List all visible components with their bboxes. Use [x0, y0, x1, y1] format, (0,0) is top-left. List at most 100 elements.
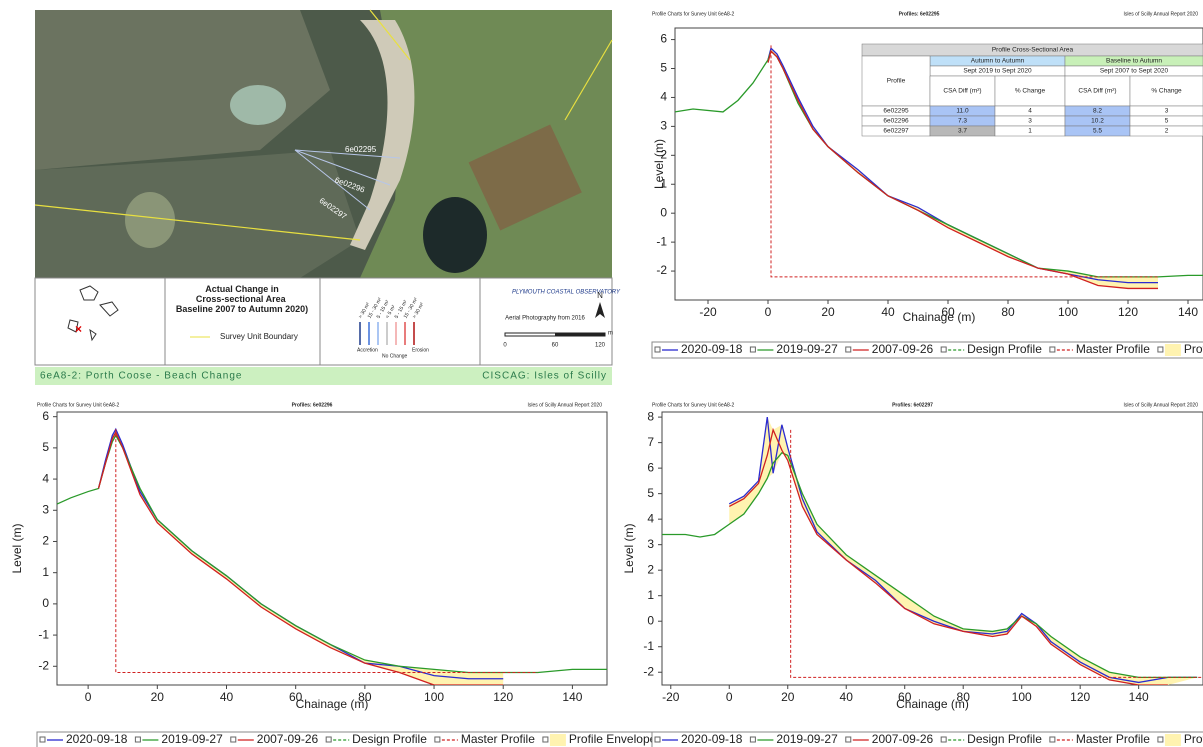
x-tick-label: 0 [85, 690, 92, 704]
legend-label: 2020-09-18 [681, 342, 743, 356]
x-tick-label: 140 [562, 690, 582, 704]
legend-check [134, 736, 141, 743]
x-tick-label: 0 [765, 305, 772, 319]
x-tick-label: 40 [840, 690, 854, 704]
legend-label: Design Profile [967, 732, 1042, 746]
no-change-label: No Change [382, 353, 408, 359]
profile-line [115, 429, 538, 674]
islands-icon [67, 285, 119, 342]
location-mark: × [75, 322, 82, 336]
x-tick-label: 100 [1058, 305, 1078, 319]
table-cell: 4 [1028, 108, 1032, 115]
column-header: % Change [1015, 88, 1046, 95]
y-tick-label: 0 [660, 205, 667, 219]
profile-line [767, 47, 1158, 284]
y-tick-label: 0 [647, 613, 654, 627]
table-title: Profile Cross-Sectional Area [992, 47, 1074, 54]
legend-label: 2007-09-26 [872, 342, 934, 356]
y-tick-label: 7 [647, 435, 654, 449]
table-cell: 6e02295 [883, 108, 909, 115]
period-header: Sept 2007 to Sept 2020 [1100, 68, 1169, 75]
y-tick-label: 5 [660, 61, 667, 75]
scale-tick: 60 [552, 343, 559, 349]
legend-label: 2007-09-26 [872, 732, 934, 746]
y-tick-label: 0 [42, 596, 49, 610]
plot-area [661, 411, 1203, 686]
table-cell: 3 [1165, 108, 1169, 115]
column-header: CSA Diff (m²) [943, 88, 981, 95]
chart-title: Profiles: 6e02295 [899, 11, 940, 17]
profile-line [728, 427, 1168, 685]
shore [35, 150, 360, 278]
table-cell: 11.0 [956, 108, 969, 115]
y-tick-label: -2 [643, 664, 654, 678]
legend-check [1157, 346, 1164, 353]
photo-note: Aerial Photography from 2016 [505, 316, 585, 322]
legend-label: 2007-09-26 [257, 732, 319, 746]
x-tick-label: 60 [898, 690, 912, 704]
y-tick-label: -2 [38, 658, 49, 672]
legend-label: 2019-09-27 [776, 342, 838, 356]
legend-check [940, 736, 947, 743]
chart-header: Profile Charts for Survey Unit 6eA8-2 [652, 11, 734, 17]
x-tick-label: 100 [1012, 690, 1032, 704]
legend-label: Master Profile [461, 732, 535, 746]
table-cell: 7.3 [958, 118, 967, 125]
scale-unit: m [608, 331, 613, 337]
rock-area [35, 10, 330, 170]
x-tick-label: 60 [941, 305, 955, 319]
legend-label: Profile Envelope [1184, 732, 1203, 746]
scale-bar-fill [555, 333, 605, 336]
profile-line [294, 149, 391, 186]
legend-label: 2019-09-27 [161, 732, 223, 746]
plot [662, 417, 1203, 685]
x-axis-label: Chainage (m) [296, 697, 369, 711]
table-cell: 6e02297 [883, 128, 909, 135]
plot [675, 45, 1203, 290]
legend-label: Profile Envelope [569, 732, 657, 746]
y-tick-label: 6 [42, 409, 49, 423]
x-tick-label: -20 [662, 690, 680, 704]
legend-check [654, 736, 661, 743]
y-tick-label: 2 [660, 147, 667, 161]
y-tick-label: 1 [647, 588, 654, 602]
x-tick-label: 80 [957, 690, 971, 704]
profile-line [770, 45, 1158, 278]
legend-label: 2020-09-18 [681, 732, 743, 746]
erosion-label: Erosion [412, 347, 429, 353]
y-tick-label: -1 [656, 234, 667, 248]
legend-label: Master Profile [1076, 342, 1150, 356]
chart-report: Isles of Scilly Annual Report 2020 [1124, 11, 1199, 17]
y-tick-label: 5 [42, 440, 49, 454]
x-tick-label: 120 [1118, 305, 1138, 319]
chart-header: Profile Charts for Survey Unit 6eA8-2 [652, 402, 734, 408]
plot-area [56, 411, 608, 686]
north-arrow [595, 302, 605, 318]
profile-line [97, 430, 504, 685]
scale-tick: 0 [503, 343, 507, 349]
pool [230, 85, 286, 125]
x-tick-label: 20 [781, 690, 795, 704]
north: N [597, 291, 603, 300]
legend-check [1049, 346, 1056, 353]
legend-check [940, 346, 947, 353]
grass [360, 10, 612, 278]
legend-label: Design Profile [967, 342, 1042, 356]
table-cell: 10.2 [1091, 118, 1104, 125]
group-header: Baseline to Autumn [1106, 58, 1162, 65]
y-tick-label: -1 [643, 639, 654, 653]
y-tick-label: 4 [42, 471, 49, 485]
table-cell-cell [1129, 125, 1203, 137]
legend-check [230, 736, 237, 743]
table-cell: 6e02296 [883, 118, 909, 125]
x-tick-label: 0 [726, 690, 733, 704]
x-tick-label: 60 [289, 690, 303, 704]
y-axis-label: Level (m) [622, 523, 636, 573]
x-tick-label: 20 [821, 305, 835, 319]
legend-label: Design Profile [352, 732, 427, 746]
legend-label: 2020-09-18 [66, 732, 128, 746]
x-axis-label: Chainage (m) [903, 310, 976, 324]
y-tick-label: 1 [42, 565, 49, 579]
